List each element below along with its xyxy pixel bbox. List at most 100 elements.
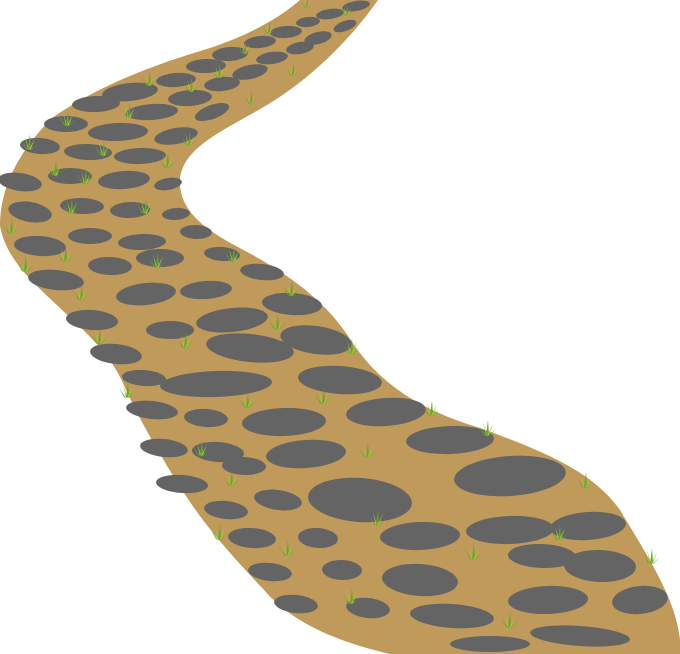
stone	[204, 76, 240, 92]
stone	[466, 515, 554, 545]
stone	[410, 603, 494, 629]
stone	[266, 439, 346, 469]
stone	[72, 95, 120, 113]
grass-tuft	[269, 314, 286, 330]
stone	[14, 235, 66, 257]
stone	[68, 228, 112, 244]
stone	[204, 246, 240, 262]
stone	[316, 8, 344, 20]
grass-tuft	[91, 328, 108, 344]
grass-tuft	[119, 382, 136, 398]
stone	[160, 370, 272, 398]
stone	[280, 325, 352, 355]
stone	[126, 103, 178, 121]
stone	[88, 122, 148, 142]
grass-tuft	[57, 246, 74, 262]
stone	[156, 474, 208, 494]
stone	[508, 543, 576, 569]
stone	[156, 72, 196, 88]
grass-tuft	[239, 392, 256, 408]
grass-tuft	[479, 420, 496, 436]
stone	[212, 46, 248, 62]
stone	[194, 102, 230, 122]
stone	[333, 19, 357, 33]
stone	[184, 408, 228, 428]
stone	[154, 177, 182, 191]
stone	[454, 455, 566, 497]
stone	[298, 527, 338, 549]
grass-tuft	[223, 470, 240, 486]
stone	[66, 309, 118, 331]
stone	[98, 170, 150, 190]
stone	[222, 456, 266, 476]
grass-tuft	[17, 256, 34, 272]
stone	[136, 249, 184, 267]
grass-tuft	[301, 0, 313, 9]
stone	[286, 41, 314, 55]
stone	[122, 369, 166, 387]
stone	[64, 143, 112, 161]
grass-tuft	[551, 524, 568, 540]
stone	[550, 511, 626, 541]
grass-tuft	[423, 400, 440, 416]
grass-tuft	[177, 332, 194, 348]
stone	[274, 594, 318, 614]
stone	[298, 365, 382, 395]
stone	[114, 147, 166, 165]
stone	[90, 343, 142, 365]
stone	[232, 64, 268, 80]
grass-tuft	[63, 198, 80, 214]
grass-tuft	[501, 612, 518, 628]
stone	[118, 233, 166, 251]
stone	[204, 500, 248, 520]
stone	[256, 51, 288, 65]
stone	[304, 31, 332, 45]
stone	[450, 636, 530, 652]
grass-tuft	[343, 338, 360, 354]
grass-tuft	[643, 548, 660, 564]
stone	[102, 82, 158, 102]
stone	[406, 425, 494, 455]
grass-tuft	[279, 540, 296, 556]
stone	[28, 269, 84, 291]
stone	[322, 559, 362, 581]
grass-tuft	[315, 388, 332, 404]
stone	[342, 0, 370, 12]
stone	[270, 25, 302, 39]
grass-tuft	[95, 140, 112, 156]
stone	[116, 282, 176, 306]
grass-tuft	[359, 442, 376, 458]
stone	[612, 585, 668, 615]
stone	[296, 16, 320, 28]
stone	[254, 489, 302, 511]
grass-tuft	[3, 218, 20, 234]
stone	[564, 549, 636, 583]
stone	[346, 597, 390, 619]
stone	[228, 527, 276, 549]
stone	[262, 292, 322, 316]
stone	[192, 441, 244, 463]
stone	[240, 263, 284, 281]
stone	[140, 438, 188, 458]
grass-tuft	[369, 510, 386, 526]
stone	[242, 407, 326, 437]
stone	[168, 89, 212, 107]
stone	[162, 207, 190, 221]
grass-tuft	[73, 284, 90, 300]
stone	[88, 256, 132, 276]
stone	[382, 563, 458, 597]
stone	[180, 224, 212, 240]
grass-tuft	[193, 440, 210, 456]
stone	[380, 521, 460, 551]
grass-tuft	[225, 246, 242, 262]
stone	[530, 625, 630, 647]
grass-tuft	[47, 160, 64, 176]
stone	[8, 201, 52, 223]
grass-tuft	[137, 198, 154, 214]
stone	[196, 307, 268, 333]
grass-tuft	[343, 588, 360, 604]
stone	[0, 172, 42, 192]
grass-tuft	[149, 252, 166, 268]
